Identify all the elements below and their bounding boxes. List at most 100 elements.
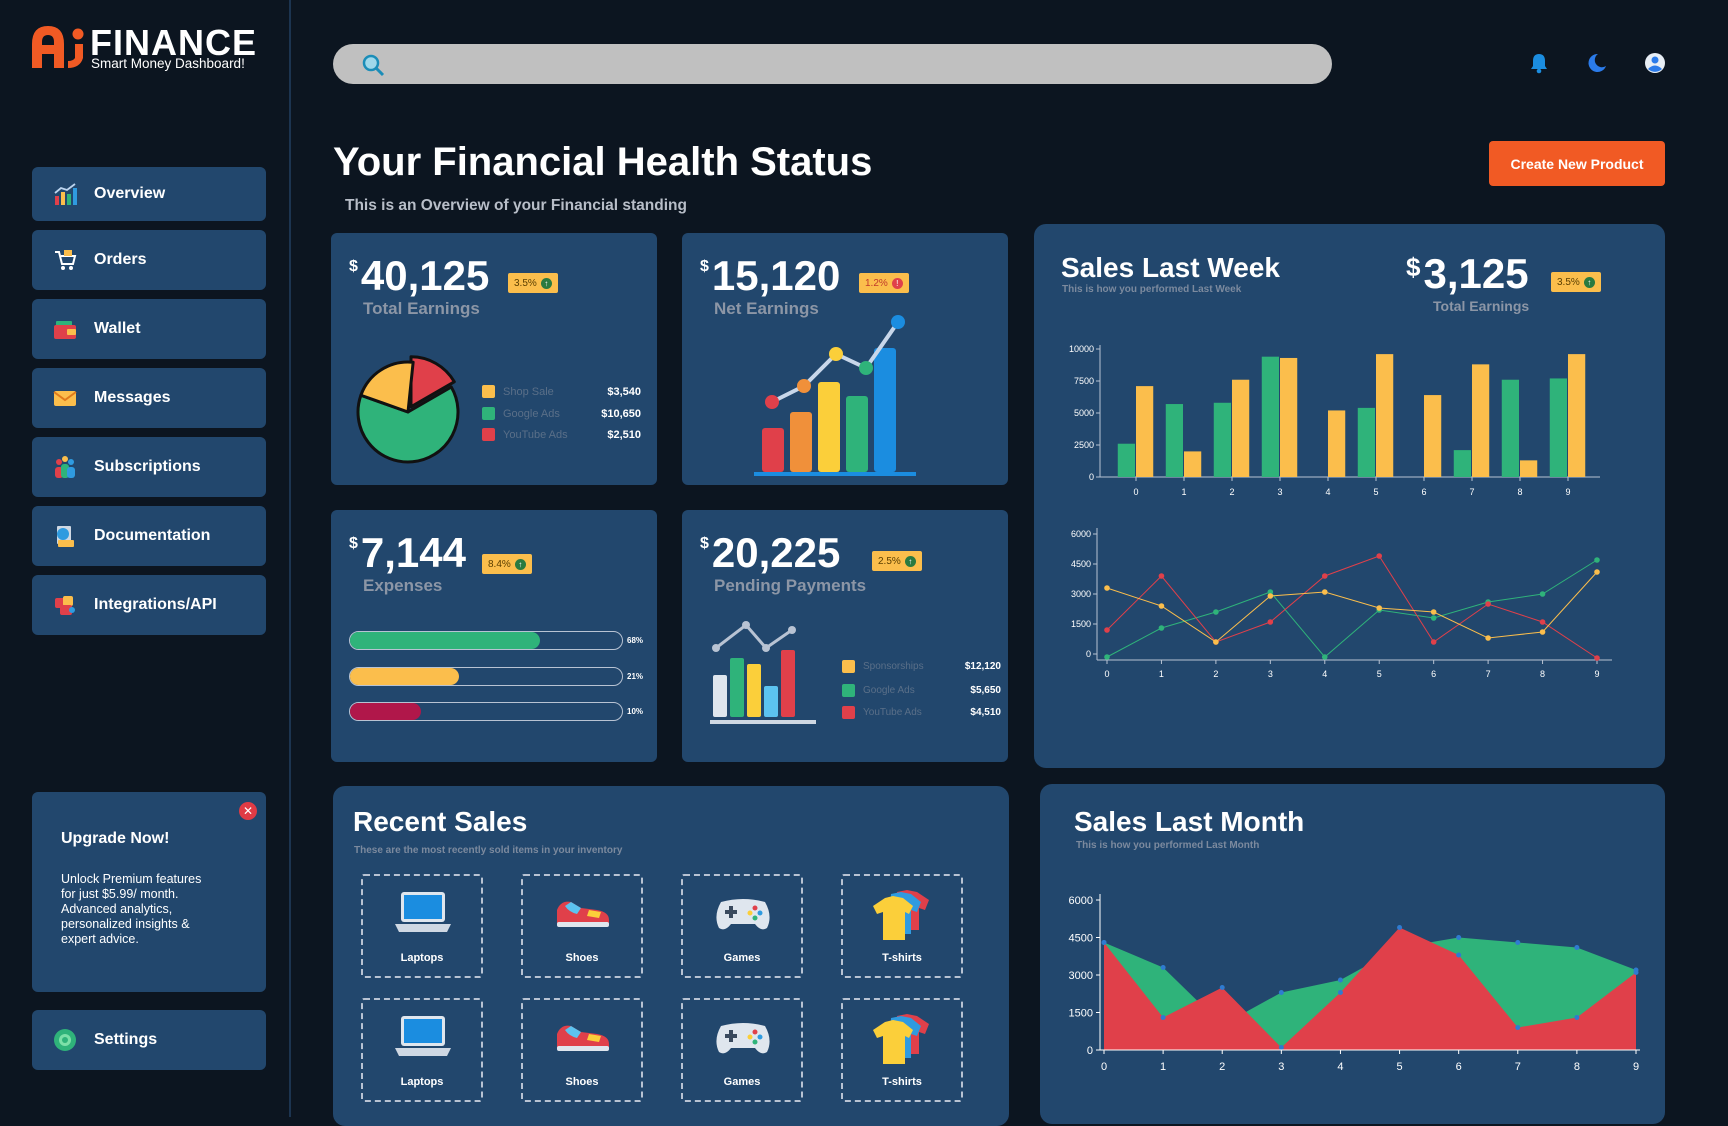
data-point bbox=[1539, 591, 1546, 597]
legend-value: $12,120 bbox=[964, 661, 1001, 672]
data-point bbox=[1160, 965, 1166, 970]
product-tile[interactable]: T-shirts bbox=[841, 874, 963, 978]
close-icon[interactable]: ✕ bbox=[239, 802, 257, 820]
x-tick-label: 6 bbox=[1421, 487, 1426, 497]
product-label: T-shirts bbox=[882, 952, 922, 964]
settings-button[interactable]: Settings bbox=[32, 1010, 266, 1070]
x-tick-label: 3 bbox=[1268, 669, 1273, 679]
product-tile[interactable]: Games bbox=[681, 874, 803, 978]
logo[interactable]: FINANCE Smart Money Dashboard! bbox=[28, 20, 278, 72]
x-tick-label: 3 bbox=[1277, 487, 1282, 497]
x-tick-label: 1 bbox=[1181, 487, 1186, 497]
sidebar-item-overview[interactable]: Overview bbox=[32, 167, 266, 221]
legend-swatch bbox=[482, 428, 495, 441]
series-line bbox=[1106, 571, 1598, 643]
y-tick-label: 1500 bbox=[1069, 1008, 1093, 1020]
pie-slice bbox=[409, 355, 456, 409]
legend-name: Shop Sale bbox=[503, 385, 554, 398]
gamepad-icon bbox=[711, 886, 775, 942]
x-tick-label: 0 bbox=[1101, 1061, 1107, 1073]
legend-value: $5,650 bbox=[970, 685, 1001, 696]
data-point bbox=[1515, 1025, 1521, 1030]
bar bbox=[1213, 402, 1231, 477]
x-tick-label: 4 bbox=[1337, 1061, 1343, 1073]
card-label: Pending Payments bbox=[714, 576, 867, 595]
legend-value: $10,650 bbox=[601, 407, 641, 420]
create-product-button[interactable]: Create New Product bbox=[1489, 141, 1665, 186]
amount-value: 3,125 bbox=[1423, 250, 1529, 297]
sidebar-item-integrations[interactable]: Integrations/API bbox=[32, 575, 266, 635]
data-point bbox=[1104, 654, 1110, 660]
bar bbox=[1136, 386, 1154, 477]
laptop-icon bbox=[391, 886, 455, 942]
data-point bbox=[1337, 977, 1343, 983]
growth-illustration bbox=[754, 315, 916, 476]
series-line bbox=[1106, 559, 1598, 658]
x-tick-label: 9 bbox=[1594, 669, 1599, 679]
bell-icon[interactable] bbox=[1528, 52, 1550, 74]
page-title: Your Financial Health Status bbox=[333, 140, 873, 184]
section-subtitle: This is how you performed Last Week bbox=[1062, 284, 1242, 295]
badge-value: 8.4% bbox=[488, 558, 511, 570]
search-bar[interactable] bbox=[333, 44, 1332, 84]
alert-icon: ! bbox=[891, 277, 903, 289]
product-label: Laptops bbox=[400, 1076, 444, 1088]
sidebar-item-messages[interactable]: Messages bbox=[32, 368, 266, 428]
bar bbox=[1549, 378, 1567, 477]
legend-name: YouTube Ads bbox=[503, 428, 568, 441]
data-point bbox=[1337, 990, 1343, 995]
product-label: Shoes bbox=[565, 1076, 599, 1088]
moon-icon[interactable] bbox=[1585, 52, 1607, 74]
product-tile[interactable]: Laptops bbox=[361, 998, 483, 1102]
bar bbox=[1472, 364, 1490, 477]
progress-percent: 10% bbox=[627, 707, 644, 716]
sidebar-item-documentation[interactable]: Documentation bbox=[32, 506, 266, 566]
search-input[interactable] bbox=[397, 44, 1297, 84]
product-tile[interactable]: Shoes bbox=[521, 998, 643, 1102]
data-point bbox=[1594, 655, 1600, 661]
growth-badge: 1.2% ! bbox=[859, 273, 909, 293]
x-tick-label: 8 bbox=[1517, 487, 1522, 497]
section-title: Recent Sales bbox=[353, 806, 528, 837]
wallet-icon bbox=[54, 321, 76, 339]
y-tick-label: 3000 bbox=[1071, 589, 1091, 599]
data-point bbox=[1158, 573, 1165, 579]
legend-name: Google Ads bbox=[503, 407, 560, 420]
sidebar-item-wallet[interactable]: Wallet bbox=[32, 299, 266, 359]
data-point bbox=[1574, 945, 1580, 950]
x-tick-label: 3 bbox=[1278, 1061, 1284, 1073]
product-label: Laptops bbox=[400, 952, 444, 964]
sidebar-item-subscriptions[interactable]: Subscriptions bbox=[32, 437, 266, 497]
product-tile[interactable]: Shoes bbox=[521, 874, 643, 978]
documentation-icon bbox=[57, 526, 74, 547]
card-label: Expenses bbox=[363, 576, 443, 595]
legend-item: Shop Sale $3,540 bbox=[482, 385, 641, 398]
data-point bbox=[1430, 609, 1437, 615]
user-icon[interactable] bbox=[1644, 52, 1666, 74]
area-series bbox=[1104, 927, 1636, 1050]
sidebar-item-orders[interactable]: Orders bbox=[32, 230, 266, 290]
y-tick-label: 3000 bbox=[1069, 970, 1093, 982]
y-tick-label: 4500 bbox=[1069, 933, 1093, 945]
badge-value: 3.5% bbox=[514, 277, 537, 289]
legend-swatch bbox=[842, 660, 855, 673]
data-point bbox=[1213, 639, 1219, 645]
page-subtitle: This is an Overview of your Financial st… bbox=[345, 197, 687, 214]
product-tile[interactable]: T-shirts bbox=[841, 998, 963, 1102]
legend-item: YouTube Ads $2,510 bbox=[482, 428, 641, 441]
y-tick-label: 4500 bbox=[1071, 559, 1091, 569]
data-point bbox=[1158, 603, 1165, 609]
product-tile[interactable]: Laptops bbox=[361, 874, 483, 978]
section-title: Sales Last Month bbox=[1074, 806, 1305, 837]
amount-value: 40,125 bbox=[360, 252, 490, 299]
progress-fill bbox=[350, 632, 541, 649]
data-point bbox=[1321, 654, 1328, 660]
x-tick-label: 8 bbox=[1574, 1061, 1580, 1073]
legend-value: $2,510 bbox=[607, 428, 641, 441]
expense-progress-bar bbox=[349, 631, 623, 650]
product-tile[interactable]: Games bbox=[681, 998, 803, 1102]
x-tick-label: 6 bbox=[1431, 669, 1436, 679]
bar bbox=[1424, 395, 1442, 477]
data-point bbox=[1574, 1015, 1580, 1020]
progress-fill bbox=[350, 703, 421, 720]
